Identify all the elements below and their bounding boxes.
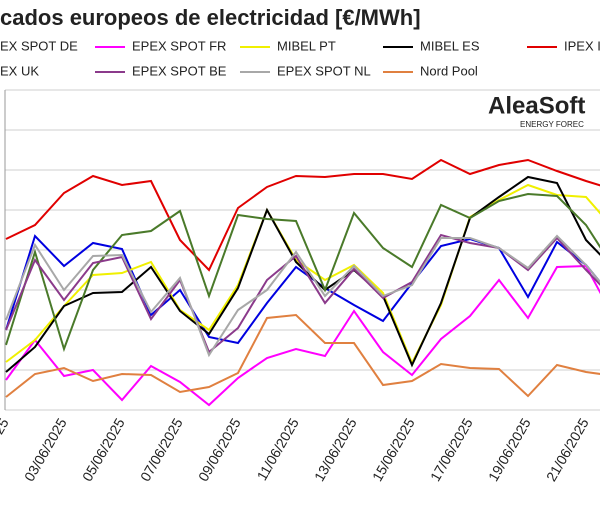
x-tick-label: 05/06/2025 <box>79 415 128 484</box>
series-line <box>5 313 600 398</box>
legend-label: EPEX SPOT BE <box>132 63 227 78</box>
x-tick-label: 03/06/2025 <box>21 415 70 484</box>
x-tick-label: 09/06/2025 <box>195 415 244 484</box>
series-line <box>5 192 600 353</box>
watermark: ENERGY FOREC <box>520 120 584 129</box>
legend-label: IPEX IT <box>564 38 600 53</box>
legend-label: EX UK <box>0 63 39 78</box>
x-tick-label: 17/06/2025 <box>427 415 476 484</box>
series-line <box>5 234 600 358</box>
x-tick-label: 19/06/2025 <box>485 415 534 484</box>
legend-label: MIBEL PT <box>277 38 336 53</box>
series-line <box>5 158 600 272</box>
legend-label: EPEX SPOT FR <box>132 38 226 53</box>
series-line <box>5 183 600 366</box>
watermark: AleaSoft <box>488 92 585 119</box>
legend-label: MIBEL ES <box>420 38 480 53</box>
series-line <box>5 264 600 407</box>
chart-title: cados europeos de electricidad [€/MWh] <box>0 5 421 30</box>
x-tick-label: 01/06/2025 <box>0 415 12 484</box>
x-tick-label: 13/06/2025 <box>311 415 360 484</box>
x-tick-label: 15/06/2025 <box>369 415 418 484</box>
legend-label: EPEX SPOT NL <box>277 63 371 78</box>
series-line <box>5 234 600 345</box>
series-line <box>5 175 600 373</box>
x-tick-label: 07/06/2025 <box>137 415 186 484</box>
legend-label: EX SPOT DE <box>0 38 78 53</box>
plot-area <box>5 89 600 411</box>
x-tick-label: 21/06/2025 <box>543 415 592 484</box>
x-tick-label: 11/06/2025 <box>253 415 301 483</box>
legend-label: Nord Pool <box>420 63 478 78</box>
